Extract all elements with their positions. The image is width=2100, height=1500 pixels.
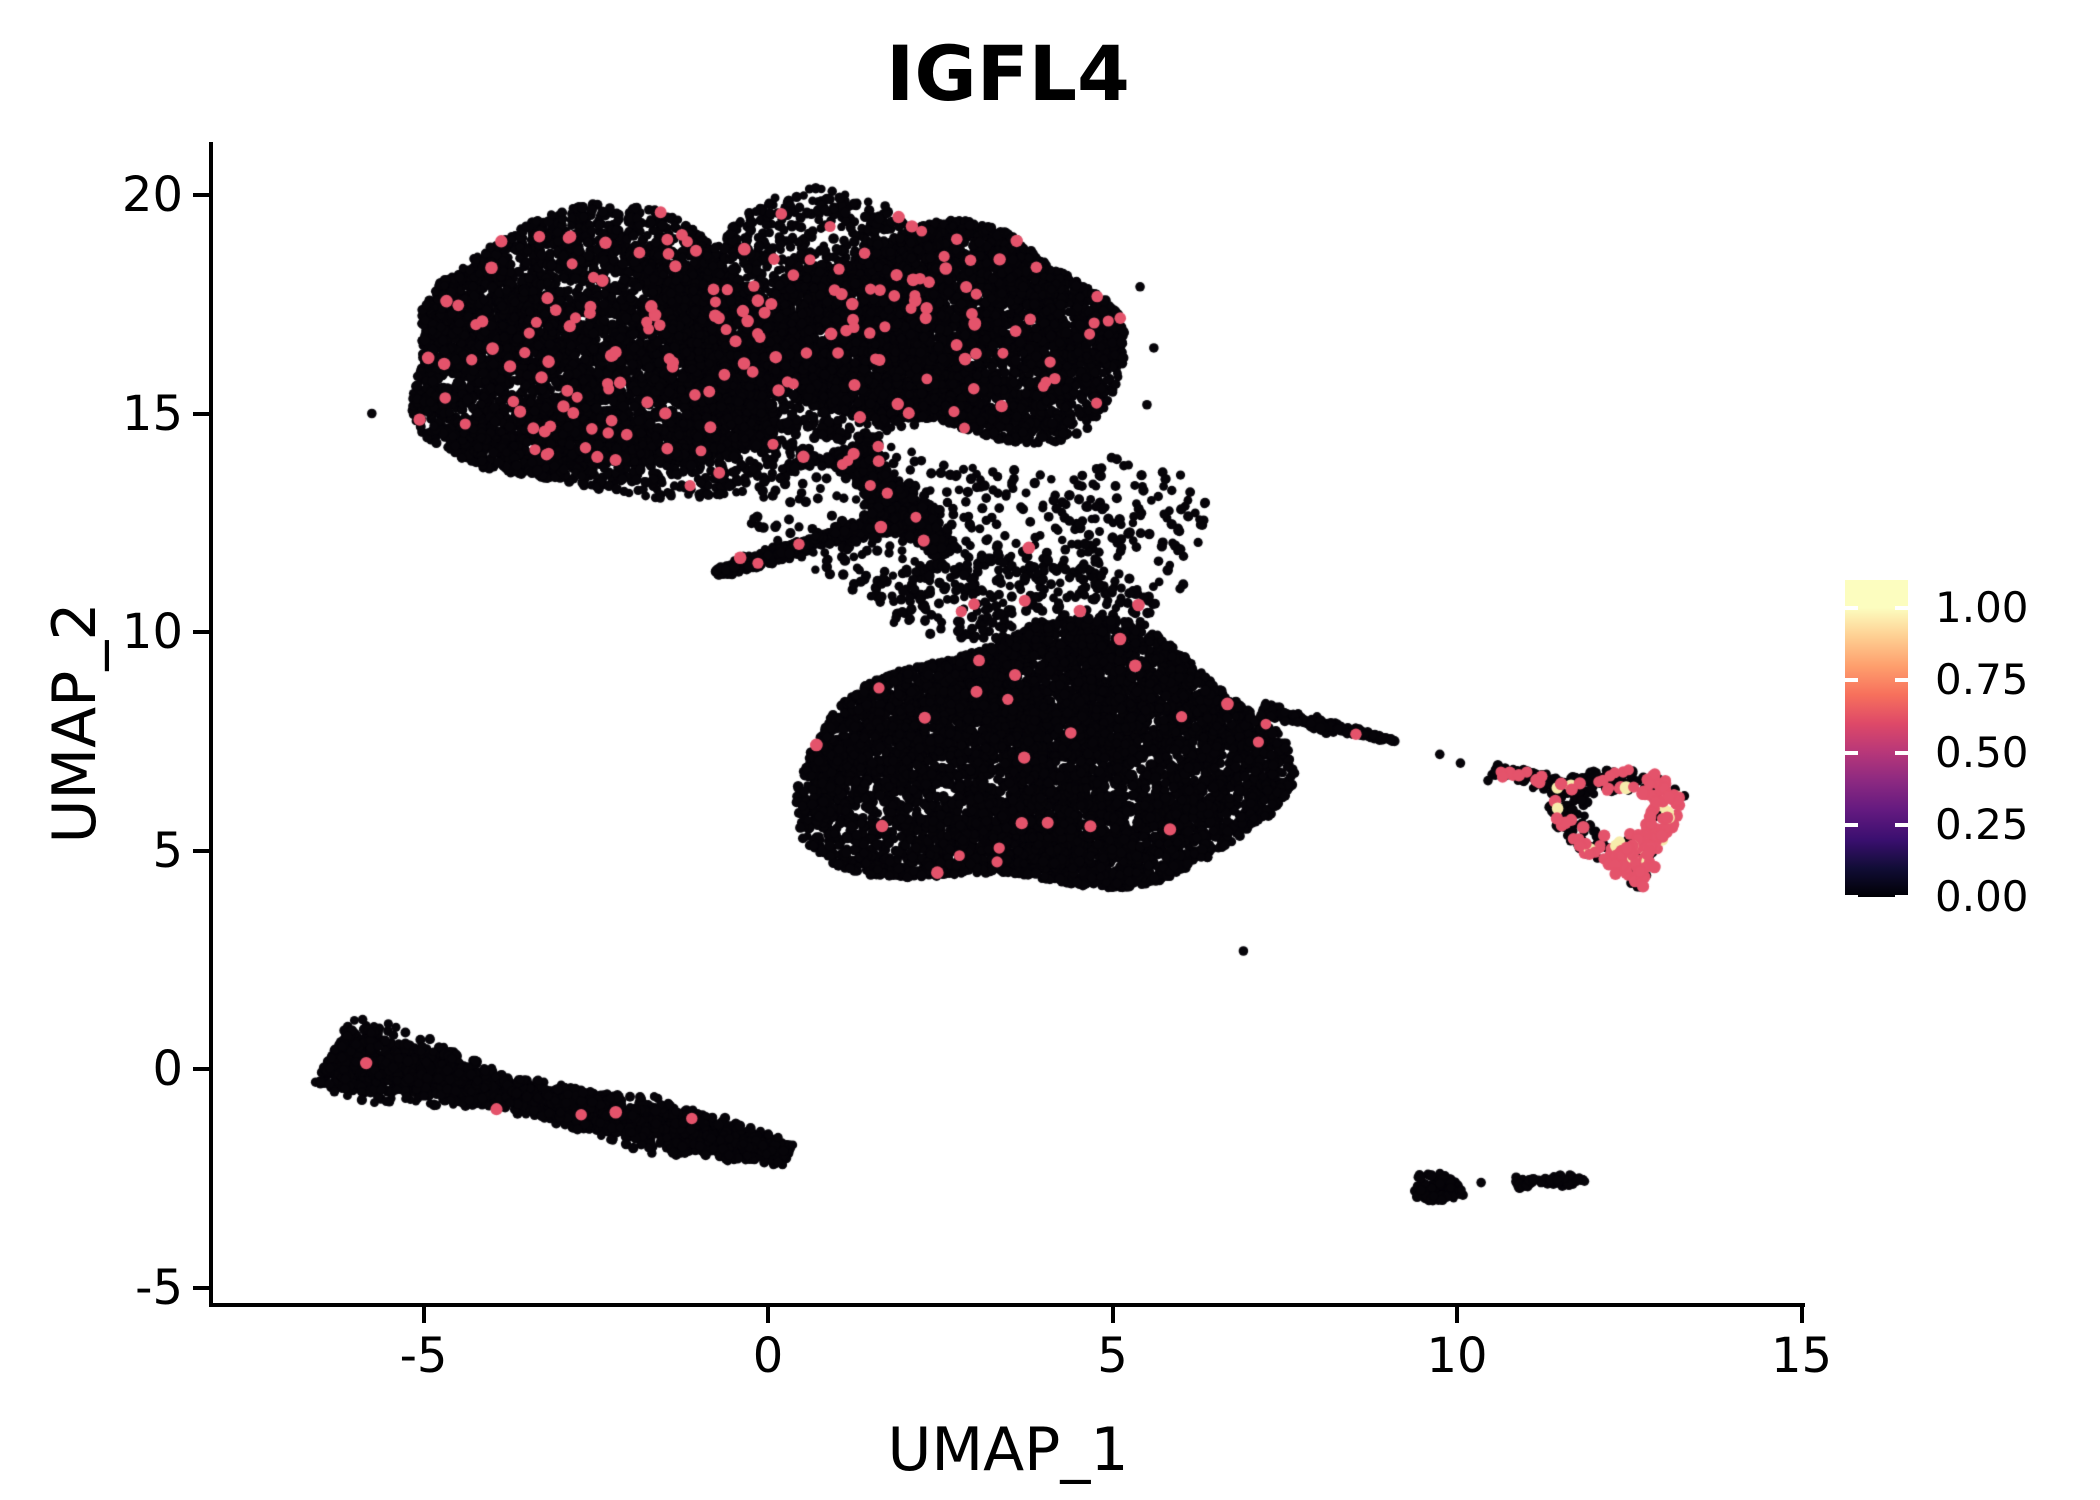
colorbar-gradient: [1845, 580, 1908, 897]
y-tick-label: 5: [152, 822, 183, 879]
y-tick: [193, 193, 209, 197]
y-tick: [193, 1067, 209, 1071]
colorbar-tick-label: 0.00: [1935, 872, 2029, 921]
colorbar-tick: [1845, 606, 1858, 610]
x-tick: [1799, 1307, 1804, 1323]
colorbar-tick-label: 0.75: [1935, 655, 2029, 705]
x-tick: [421, 1307, 426, 1323]
y-tick-label: 15: [121, 385, 183, 442]
x-tick-label: 10: [1426, 1328, 1488, 1384]
y-tick-label: 0: [152, 1041, 183, 1097]
colorbar-tick-label: 1.00: [1935, 583, 2029, 632]
x-tick-label: 0: [752, 1328, 784, 1384]
y-tick-label: -5: [135, 1259, 183, 1316]
y-tick: [193, 1285, 209, 1290]
y-tick-label: 10: [121, 604, 183, 660]
plot-title: IGFL4: [886, 29, 1130, 118]
x-axis-label: UMAP_1: [887, 1415, 1129, 1485]
x-tick: [1455, 1307, 1459, 1323]
colorbar-tick: [1895, 678, 1908, 683]
colorbar-tick: [1895, 606, 1908, 610]
x-tick-label: -5: [399, 1328, 448, 1384]
colorbar-tick: [1895, 822, 1908, 827]
y-tick: [193, 848, 209, 853]
scatter-canvas: [211, 142, 1805, 1305]
y-tick: [193, 630, 209, 634]
y-tick-label: 20: [121, 167, 183, 223]
colorbar-tick: [1845, 822, 1858, 827]
colorbar-tick-label: 0.25: [1935, 799, 2029, 849]
x-axis-line: [209, 1303, 1805, 1307]
x-tick-label: 5: [1097, 1328, 1128, 1384]
x-tick: [766, 1307, 770, 1323]
x-tick-label: 15: [1770, 1328, 1833, 1384]
colorbar-tick-label: 0.50: [1935, 727, 2029, 777]
colorbar-tick: [1845, 678, 1858, 683]
colorbar-tick: [1845, 750, 1858, 755]
y-tick: [193, 411, 209, 416]
colorbar-tick: [1895, 750, 1908, 755]
colorbar-tick: [1845, 895, 1858, 897]
colorbar-tick: [1895, 895, 1908, 897]
x-tick: [1110, 1307, 1115, 1323]
